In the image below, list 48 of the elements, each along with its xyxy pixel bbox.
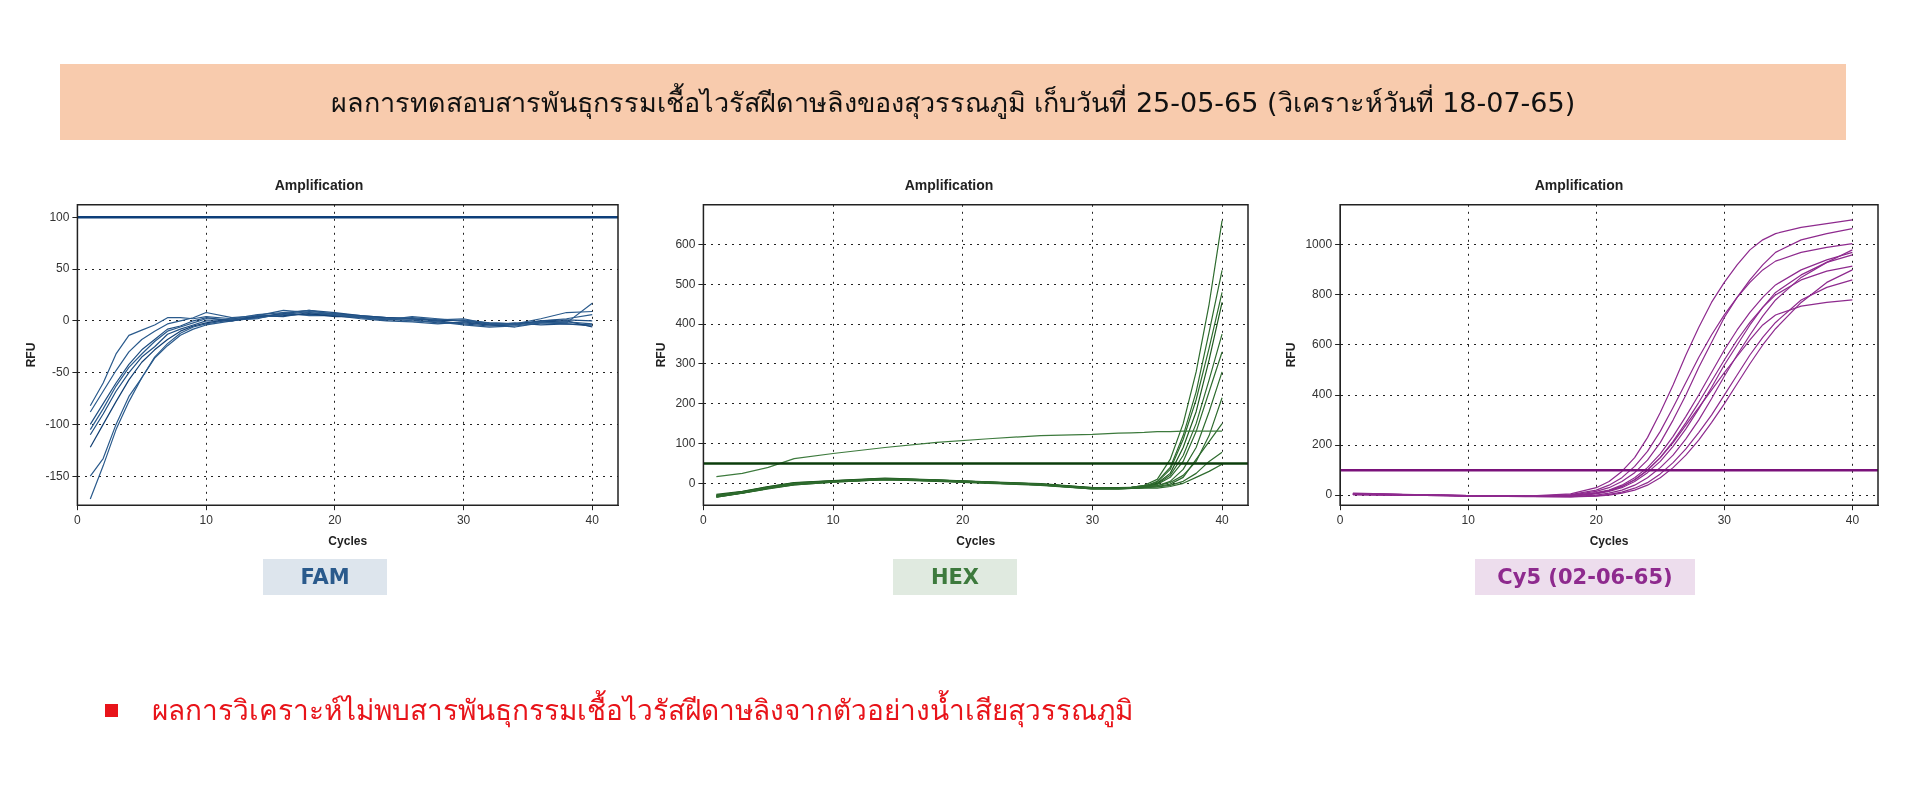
chart-title: Amplification: [274, 177, 364, 194]
y-tick-label: 0: [688, 475, 696, 490]
x-tick-label: 10: [1461, 512, 1476, 527]
x-axis-title: Cycles: [1589, 534, 1629, 549]
y-axis-title: RFU: [1283, 342, 1298, 368]
y-tick-label: 800: [1312, 287, 1333, 302]
x-tick-label: 30: [1717, 512, 1732, 527]
x-tick-label: 40: [1845, 512, 1860, 527]
y-tick-label: -150: [45, 468, 70, 483]
y-tick-label: 200: [1312, 437, 1333, 452]
y-tick-label: 500: [675, 276, 696, 291]
y-tick-label: -100: [45, 416, 70, 431]
y-tick-label: 300: [675, 356, 696, 371]
text: HEX: [893, 559, 1017, 595]
y-tick-label: 0: [1325, 487, 1333, 502]
x-axis-title: Cycles: [328, 534, 368, 549]
x-tick-label: 0: [1336, 512, 1344, 527]
text: FAM: [263, 559, 387, 595]
y-tick-label: 0: [62, 313, 70, 328]
x-tick-label: 10: [826, 512, 841, 527]
y-axis-title: RFU: [23, 342, 38, 368]
y-tick-label: 600: [675, 236, 696, 251]
y-tick-label: 600: [1312, 337, 1333, 352]
text: ผลการทดสอบสารพันธุกรรมเชื้อไวรัสฝีดาษลิงของสุวรรณภูมิ เก็บวันที่ 25-05-65 (วิเคราะห์วันที่ 18-07-65): [60, 64, 1846, 140]
y-tick-label: 1000: [1305, 237, 1333, 252]
y-tick-label: 100: [675, 435, 696, 450]
x-tick-label: 0: [74, 512, 82, 527]
x-tick-label: 30: [456, 512, 471, 527]
chart-title: Amplification: [1534, 177, 1624, 194]
y-tick-label: 200: [675, 396, 696, 411]
x-tick-label: 30: [1085, 512, 1100, 527]
x-tick-label: 10: [199, 512, 214, 527]
text: Cy5 (02-06-65): [1475, 559, 1695, 595]
x-tick-label: 20: [1589, 512, 1604, 527]
x-axis-title: Cycles: [956, 534, 996, 549]
y-tick-label: 100: [49, 209, 70, 224]
y-tick-label: 400: [1312, 387, 1333, 402]
x-tick-label: 20: [328, 512, 342, 527]
y-tick-label: 400: [675, 316, 696, 331]
text: ผลการวิเคราะห์ไม่พบสารพันธุกรรมเชื้อไวรัสฝีดาษลิงจากตัวอย่างน้ำเสียสุวรรณภูมิ: [152, 689, 1133, 730]
x-tick-label: 40: [585, 512, 600, 527]
chart-title: Amplification: [904, 177, 994, 194]
y-tick-label: 50: [56, 261, 70, 276]
x-tick-label: 40: [1215, 512, 1230, 527]
y-tick-label: -50: [52, 364, 70, 379]
x-tick-label: 0: [700, 512, 708, 527]
x-tick-label: 20: [956, 512, 970, 527]
y-axis-title: RFU: [653, 342, 668, 368]
